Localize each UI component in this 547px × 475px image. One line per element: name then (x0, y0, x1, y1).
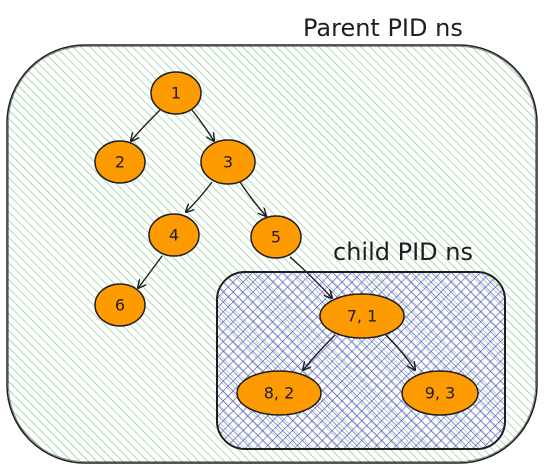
svg-text:7, 1: 7, 1 (347, 307, 378, 326)
edge-1-3 (191, 109, 214, 141)
edges (131, 109, 415, 370)
svg-text:9, 3: 9, 3 (425, 384, 456, 403)
svg-text:2: 2 (115, 153, 125, 172)
svg-text:5: 5 (271, 228, 281, 247)
svg-text:3: 3 (223, 153, 233, 172)
node-8-2: 8, 2 (236, 370, 322, 416)
edge-3-4 (186, 181, 213, 212)
node-7-1: 7, 1 (319, 293, 405, 339)
node-4: 4 (148, 213, 200, 257)
edge-1-2 (131, 109, 161, 141)
svg-text:1: 1 (171, 84, 181, 103)
node-2: 2 (94, 140, 146, 184)
edge-7-8 (303, 334, 336, 370)
node-5: 5 (250, 215, 302, 259)
node-3: 3 (200, 139, 256, 185)
svg-text:4: 4 (169, 226, 179, 245)
edge-5-7 (289, 256, 332, 298)
child-namespace-label: child PID ns (333, 238, 473, 266)
node-6: 6 (94, 283, 146, 327)
nodes: 1 2 3 4 5 6 7, 1 8, 2 (94, 71, 479, 416)
edge-3-5 (239, 181, 266, 216)
svg-text:8, 2: 8, 2 (264, 384, 295, 403)
edge-4-6 (138, 255, 163, 288)
svg-text:6: 6 (115, 296, 125, 315)
edge-7-9 (385, 334, 415, 370)
node-9-3: 9, 3 (401, 370, 479, 416)
node-1: 1 (150, 71, 202, 115)
parent-namespace-label: Parent PID ns (303, 14, 463, 42)
